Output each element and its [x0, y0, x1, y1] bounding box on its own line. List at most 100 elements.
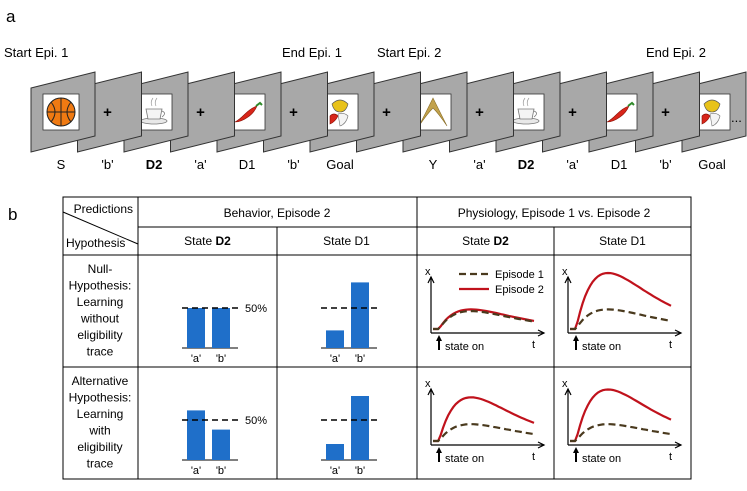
row-labels: Null- Hypothesis: Learning without eligibili…	[69, 262, 132, 471]
screen-label: 'b'	[101, 157, 113, 172]
curve-chart-d1-row1: x t state on	[562, 378, 683, 465]
timeline: Goal + 'b' D1 + 'a' D2 + 'a' Y + Goal + 'b' D1 + 'a' D2 + '…	[4, 45, 747, 172]
row-label-line: Hypothesis:	[69, 391, 132, 405]
bar-0	[326, 444, 344, 460]
y-axis-label: x	[562, 378, 568, 390]
episode-1-curve	[570, 423, 672, 443]
screen-label: 'b'	[659, 157, 671, 172]
screen-label: D2	[146, 157, 163, 172]
group-header-physiology: Physiology, Episode 1 vs. Episode 2	[458, 206, 651, 220]
bar-category-label: 'a'	[330, 353, 340, 365]
pepper-stem	[627, 101, 635, 107]
episode-label-2: Start Epi. 2	[377, 45, 441, 60]
row-label-line: Learning	[77, 295, 124, 309]
fixation-cross: +	[382, 104, 391, 121]
screen-label: S	[57, 157, 66, 172]
bar-category-label: 'b'	[355, 353, 365, 365]
goal-icon	[701, 99, 721, 127]
x-axis-label: t	[532, 339, 535, 351]
episode-1-curve	[570, 308, 672, 331]
col-header-prefix: State	[599, 234, 630, 248]
cup	[145, 108, 163, 120]
fixation-cross: +	[475, 104, 484, 121]
x-axis-arrow	[674, 441, 683, 449]
y-axis-label: x	[562, 266, 568, 278]
behavior-bar-charts: 'a' 'b' 50% 'a' 'b' 'a' 'b' 50% 'a' 'b'	[182, 282, 380, 477]
row-label-line: trace	[87, 345, 114, 359]
cup-handle	[533, 110, 537, 118]
pepper-stem	[255, 101, 263, 107]
y-axis-arrow	[564, 275, 572, 284]
screen-label: Y	[429, 157, 438, 172]
screen-label: D2	[518, 157, 535, 172]
state-on-label: state on	[582, 341, 621, 353]
x-axis-label: t	[669, 339, 672, 351]
legend-episode-1-label: Episode 1	[495, 269, 544, 281]
screen-label: 'a'	[473, 157, 485, 172]
panel-label-a: a	[6, 7, 16, 26]
row-label-line: with	[88, 424, 110, 438]
bar-category-label: 'b'	[355, 465, 365, 477]
screen-label: Goal	[698, 157, 726, 172]
y-axis-label: x	[425, 266, 431, 278]
bar-1	[212, 308, 230, 348]
goal-cup	[337, 113, 349, 127]
bar-chart-d2-row1: 'a' 'b' 50%	[182, 410, 267, 477]
screen-label: Goal	[326, 157, 354, 172]
bar-category-label: 'a'	[330, 465, 340, 477]
bar-category-label: 'a'	[191, 465, 201, 477]
episode-1-curve	[433, 310, 535, 331]
state-on-arrowhead	[573, 335, 579, 341]
state-on-arrowhead	[436, 335, 442, 341]
episode-2-curve	[570, 271, 672, 331]
bar-category-label: 'b'	[216, 465, 226, 477]
group-header-behavior: Behavior, Episode 2	[224, 206, 331, 220]
episode-1-curve	[433, 423, 535, 443]
goal-cup	[709, 113, 721, 127]
col-header-state: D1	[631, 234, 647, 248]
row-label-line: Null-	[88, 262, 113, 276]
state-on-label: state on	[445, 341, 484, 353]
episode-label-0: Start Epi. 1	[4, 45, 68, 60]
fixation-cross: +	[289, 104, 298, 121]
col-header-2: State D2	[462, 234, 509, 248]
boomerang-shape	[418, 97, 448, 127]
bar-0	[187, 308, 205, 348]
row-label-line: eligibility	[77, 440, 122, 454]
episode-label-3: End Epi. 2	[646, 45, 706, 60]
state-on-label: state on	[582, 453, 621, 465]
col-header-prefix: State	[462, 234, 493, 248]
fixation-cross: +	[661, 104, 670, 121]
bar-category-label: 'a'	[191, 353, 201, 365]
col-header-3: State D1	[599, 234, 646, 248]
fixation-cross: +	[568, 104, 577, 121]
bar-category-label: 'b'	[216, 353, 226, 365]
col-header-state: D2	[494, 234, 510, 248]
x-axis-arrow	[537, 329, 546, 337]
column-headers: State D2 State D1 State D2 State D1	[184, 234, 646, 248]
x-axis-label: t	[669, 451, 672, 463]
goal-top	[331, 99, 349, 113]
legend-episode-2-label: Episode 2	[495, 284, 544, 296]
row-label-line: trace	[87, 457, 114, 471]
x-axis-arrow	[537, 441, 546, 449]
bar-1	[212, 429, 230, 460]
prediction-table: Predictions Hypothesis Behavior, Episode…	[62, 196, 692, 480]
row-label-line: Alternative	[72, 374, 129, 388]
col-header-0: State D2	[184, 234, 231, 248]
goal-pepper	[329, 113, 339, 125]
continuation-ellipsis: ...	[731, 110, 742, 125]
table-border	[62, 196, 692, 480]
screen-label: 'a'	[566, 157, 578, 172]
bar-1	[351, 396, 369, 460]
screen-label: 'a'	[194, 157, 206, 172]
bar-1	[351, 282, 369, 348]
col-header-1: State D1	[323, 234, 370, 248]
row-label-line: eligibility	[77, 328, 122, 342]
y-axis-label: x	[425, 378, 431, 390]
bar-chart-d1-row1: 'a' 'b'	[321, 396, 380, 477]
col-header-state: D2	[216, 234, 232, 248]
curve-chart-d2-row0: x t state on Episode 1 Episode 2	[425, 266, 546, 353]
ball-seams	[47, 98, 75, 126]
fixation-cross: +	[196, 104, 205, 121]
